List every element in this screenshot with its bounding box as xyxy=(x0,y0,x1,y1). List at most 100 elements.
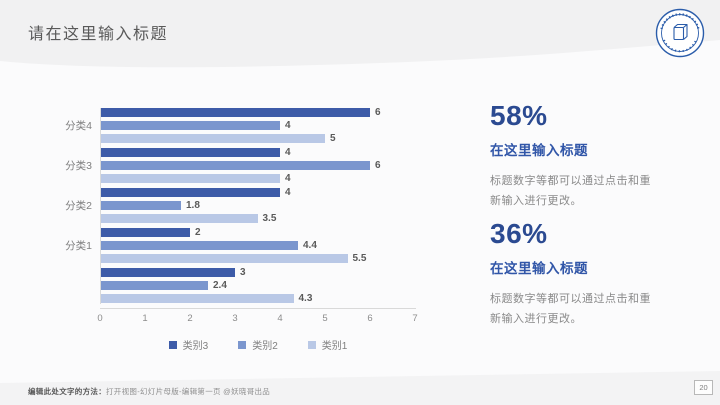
chart-legend: 类别3 类别2 类别1 xyxy=(100,337,416,352)
x-axis-tick: 5 xyxy=(322,313,328,324)
bar xyxy=(100,201,181,210)
stat-block-2: 36% 在这里输入标题 标题数字等都可以通过点击和重新输入进行更改。 xyxy=(490,218,700,330)
legend-label: 类别3 xyxy=(182,341,209,352)
chart-group: 3 2.4 4.3 xyxy=(48,267,448,304)
legend-item: 类别1 xyxy=(307,337,348,352)
x-axis-tick: 7 xyxy=(412,313,418,324)
bar xyxy=(100,241,298,250)
bar-row: 4.3 xyxy=(100,293,313,304)
legend-item: 类别3 xyxy=(168,337,209,352)
bar xyxy=(100,214,258,223)
stat-title: 在这里输入标题 xyxy=(490,261,588,276)
bar-row: 3 xyxy=(100,267,312,278)
legend-label: 类别1 xyxy=(321,341,348,352)
bar xyxy=(100,268,235,277)
bar-value-label: 6 xyxy=(375,160,381,171)
bar xyxy=(100,121,280,130)
bar-row: 2 xyxy=(100,227,366,238)
chart-group: 分类4 6 4 5 xyxy=(48,107,448,144)
bar-value-label: 2 xyxy=(195,227,201,238)
legend-swatch xyxy=(307,340,316,349)
bar xyxy=(100,254,348,263)
bar xyxy=(100,108,370,117)
x-axis: 0 1 2 3 4 5 6 7 xyxy=(97,308,418,327)
legend-label: 类别2 xyxy=(252,341,278,352)
footer-text: 编辑此处文字的方法：打开视图-幻灯片母版-编辑第一页 @妖晓哥出品 xyxy=(28,386,270,397)
category-label: 分类1 xyxy=(65,240,92,252)
bar-value-label: 5.5 xyxy=(352,253,367,264)
bar-row: 4 xyxy=(100,173,381,184)
stat-value: 36% xyxy=(490,218,548,249)
seal-top-text-marks xyxy=(660,13,700,30)
legend-item: 类别2 xyxy=(238,337,278,352)
bar-value-label: 6 xyxy=(375,107,381,118)
legend-swatch xyxy=(168,340,177,349)
stat-desc: 标题数字等都可以通过点击和重新输入进行更改。 xyxy=(490,175,651,208)
category-label: 分类2 xyxy=(65,200,92,212)
bar-group: 3 2.4 4.3 xyxy=(100,267,313,304)
stat-desc: 标题数字等都可以通过点击和重新输入进行更改。 xyxy=(490,293,651,326)
x-axis-tick: 0 xyxy=(97,313,103,324)
x-axis-tick: 6 xyxy=(367,313,373,324)
bar xyxy=(100,188,280,197)
bar-value-label: 4 xyxy=(285,120,291,131)
bar-value-label: 4 xyxy=(285,187,291,198)
slide-title: 请在这里输入标题 xyxy=(28,26,169,43)
bar-row: 4.4 xyxy=(100,240,366,251)
seal-cube-glyph xyxy=(673,23,688,41)
bar-row: 6 xyxy=(100,160,381,171)
x-axis-tick: 1 xyxy=(142,313,148,324)
bar-row: 6 xyxy=(100,107,381,118)
bar-row: 2.4 xyxy=(100,280,312,291)
bar-value-label: 3 xyxy=(240,267,246,278)
chart-group: 分类3 4 6 4 xyxy=(48,147,448,184)
bar-value-label: 3.5 xyxy=(262,213,277,224)
chart-group: 分类2 4 1.8 3.5 xyxy=(48,187,448,224)
header-band xyxy=(0,0,720,68)
bar-row: 4 xyxy=(100,147,381,158)
footer-method-text: 打开视图-幻灯片母版-编辑第一页 @妖晓哥出品 xyxy=(106,387,271,396)
category-label: 分类4 xyxy=(65,120,92,132)
bar-value-label: 1.8 xyxy=(186,200,200,211)
x-axis-tick: 3 xyxy=(232,313,238,324)
bar-group: 4 6 4 xyxy=(100,147,381,184)
bar xyxy=(100,134,325,143)
bar xyxy=(100,174,280,183)
y-axis-line xyxy=(100,108,101,304)
bar-row: 4 xyxy=(100,120,381,131)
legend-swatch xyxy=(238,340,247,349)
university-seal-logo xyxy=(655,8,705,58)
stat-value: 58% xyxy=(490,100,548,131)
bar xyxy=(100,161,370,170)
stat-title: 在这里输入标题 xyxy=(490,143,588,158)
bar-group: 4 1.8 3.5 xyxy=(100,187,291,224)
seal-bottom-text-marks xyxy=(663,39,697,53)
footer-method-label: 编辑此处文字的方法： xyxy=(28,387,106,396)
page-number: 20 xyxy=(694,380,713,395)
bar-chart: 分类4 6 4 5 分类3 4 6 4 分类2 4 1.8 3.5 分类1 2 4.4 5.5 3 2.4 4.3 … xyxy=(48,104,448,352)
bar-row: 3.5 xyxy=(100,213,291,224)
stat-block-1: 58% 在这里输入标题 标题数字等都可以通过点击和重新输入进行更改。 xyxy=(490,100,700,212)
bar-row: 5.5 xyxy=(100,253,367,264)
bar-value-label: 4 xyxy=(285,147,291,158)
chart-group: 分类1 2 4.4 5.5 xyxy=(48,227,448,264)
bar xyxy=(100,228,190,237)
x-axis-tick: 4 xyxy=(277,313,283,324)
bar-row: 5 xyxy=(100,133,381,144)
bar-value-label: 5 xyxy=(330,133,336,144)
bar-value-label: 2.4 xyxy=(213,280,227,291)
bar-group: 6 4 5 xyxy=(100,107,381,144)
x-axis-tick: 2 xyxy=(187,313,193,324)
bar-row: 4 xyxy=(100,187,291,198)
bar-value-label: 4 xyxy=(285,173,291,184)
bar-value-label: 4.3 xyxy=(298,293,313,304)
chart-groups: 分类4 6 4 5 分类3 4 6 4 分类2 4 1.8 3.5 分类1 2 4.4 5.5 3 2.4 4.3 xyxy=(48,107,448,304)
category-label xyxy=(48,268,100,303)
bar xyxy=(100,281,208,290)
bar xyxy=(100,148,280,157)
bar-row: 1.8 xyxy=(100,200,291,211)
bar-value-label: 4.4 xyxy=(303,240,317,251)
category-label: 分类3 xyxy=(65,160,92,172)
bar xyxy=(100,294,294,303)
